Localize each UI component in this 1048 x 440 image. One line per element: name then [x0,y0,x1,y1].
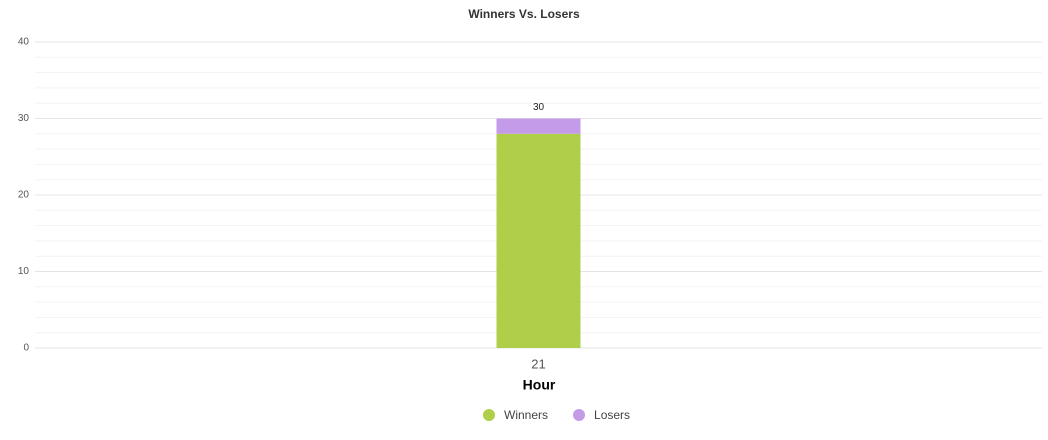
y-tick-label: 10 [18,266,30,277]
bar-segment [496,118,581,134]
x-tick-label: 21 [531,356,545,371]
legend-label: Losers [594,408,630,422]
legend-marker [573,409,586,421]
legend-label: Winners [504,408,548,422]
x-axis-label: Hour [523,377,556,393]
total-label: 30 [533,102,545,113]
y-tick-label: 30 [18,113,30,124]
chart-title: Winners Vs. Losers [468,7,580,21]
y-tick-label: 20 [18,190,30,201]
y-tick-label: 0 [23,343,29,354]
bar-segment [496,133,581,348]
legend-marker [483,409,495,421]
y-tick-label: 40 [18,37,30,48]
